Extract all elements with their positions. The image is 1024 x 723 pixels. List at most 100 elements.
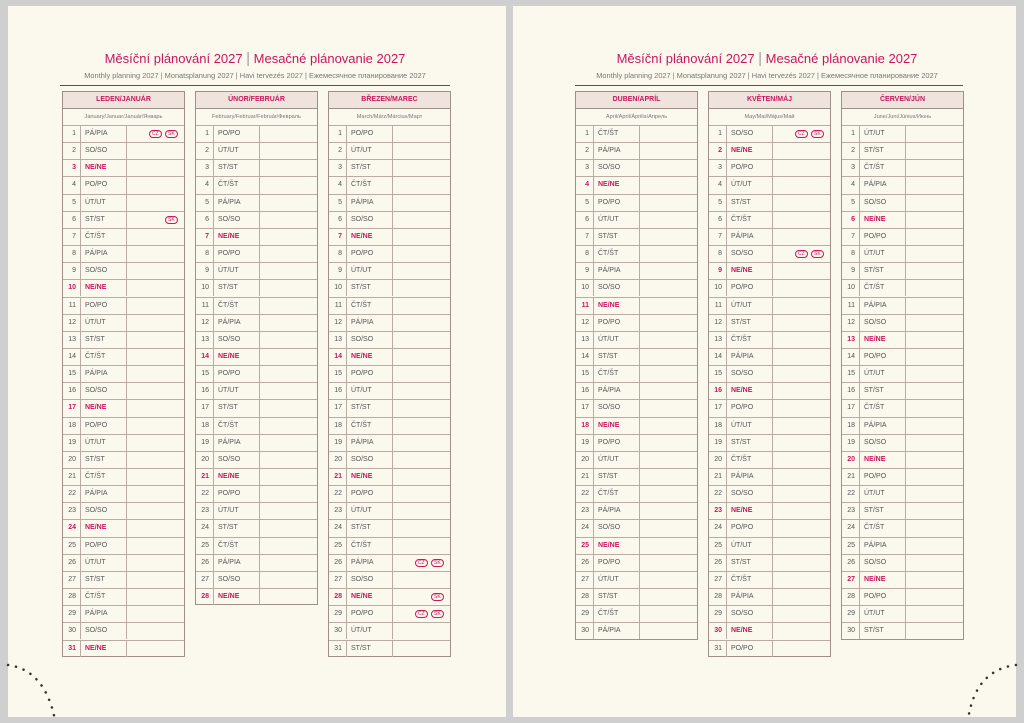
day-number: 13 <box>63 331 81 348</box>
day-row: 29 PÁ/PIA <box>63 605 184 623</box>
day-number: 26 <box>842 554 860 571</box>
day-row: 27 NE/NE <box>842 570 963 589</box>
day-name: ČT/ŠT <box>860 400 906 417</box>
day-name: ST/ST <box>860 143 906 160</box>
day-row: 24 SO/SO <box>576 519 697 537</box>
day-row: 25 ÚT/UT <box>709 536 830 554</box>
month-subtitle: January/Januar/Január/Январь <box>84 114 163 120</box>
holiday-badge: CZ <box>415 558 428 567</box>
day-number: 17 <box>709 400 727 417</box>
day-name: ČT/ŠT <box>347 417 393 434</box>
day-name: PÁ/PIA <box>594 623 640 640</box>
day-name: ÚT/UT <box>727 177 773 194</box>
page-subtitle: Monthly planning 2027 | Monatsplanung 20… <box>596 71 938 80</box>
day-number: 27 <box>709 571 727 589</box>
day-number: 2 <box>196 143 214 160</box>
title-rule <box>60 85 450 86</box>
day-number: 4 <box>63 177 81 194</box>
day-row: 3 SO/SO <box>576 159 697 177</box>
day-name: PO/PO <box>347 486 393 503</box>
day-row: 11 ČT/ŠT <box>329 296 450 314</box>
day-name: ÚT/UT <box>214 143 260 160</box>
day-name: PO/PO <box>347 366 393 383</box>
day-row: 17 ST/ST <box>329 399 450 417</box>
day-number: 17 <box>196 400 214 417</box>
day-number: 27 <box>329 571 347 589</box>
title-cz: Měsíční plánování 2027 <box>104 51 243 66</box>
day-number: 15 <box>576 366 594 383</box>
day-row: 7 NE/NE <box>329 227 450 246</box>
day-name: ČT/ŠT <box>860 520 906 537</box>
day-row: 14 ČT/ŠT <box>63 347 184 366</box>
day-name: ST/ST <box>347 640 393 657</box>
day-number: 24 <box>576 520 594 537</box>
day-name: NE/NE <box>727 263 773 280</box>
day-row: 21 ST/ST <box>576 468 697 486</box>
day-number: 5 <box>709 194 727 211</box>
day-name: ST/ST <box>347 400 393 417</box>
day-number: 21 <box>842 469 860 486</box>
day-name: NE/NE <box>214 589 260 606</box>
day-name: SO/SO <box>81 503 127 520</box>
day-row: 26 PÁ/PIA CZ SK <box>329 553 450 571</box>
day-name: ČT/ŠT <box>214 297 260 314</box>
day-number: 13 <box>576 331 594 348</box>
day-row: 18 ÚT/UT <box>709 416 830 434</box>
day-row: 22 PO/PO <box>196 485 317 503</box>
day-name: PO/PO <box>347 606 393 623</box>
day-number: 19 <box>576 434 594 451</box>
day-name: PÁ/PIA <box>81 126 127 143</box>
day-number: 10 <box>63 280 81 297</box>
day-row: 26 PÁ/PIA <box>196 553 317 571</box>
title-cz: Měsíční plánování 2027 <box>616 51 755 66</box>
day-number: 4 <box>709 177 727 194</box>
day-row: 3 ST/ST <box>329 159 450 177</box>
holiday-badge: SK <box>165 130 178 139</box>
day-name: PÁ/PIA <box>860 417 906 434</box>
day-name: NE/NE <box>860 331 906 348</box>
day-row: 17 ST/ST <box>196 399 317 417</box>
day-row: 13 SO/SO <box>196 330 317 348</box>
day-name: PÁ/PIA <box>594 383 640 400</box>
day-number: 30 <box>576 623 594 640</box>
day-row: 19 PÁ/PIA <box>196 433 317 451</box>
day-row: 24 PO/PO <box>709 519 830 537</box>
day-number: 28 <box>842 589 860 606</box>
month-subtitle: June/Juni/Június/Июнь <box>873 114 932 120</box>
day-row: 26 PO/PO <box>576 553 697 571</box>
day-number: 3 <box>329 160 347 177</box>
day-row: 28 ST/ST <box>576 588 697 606</box>
day-name: PO/PO <box>860 228 906 246</box>
day-number: 12 <box>709 314 727 331</box>
month-column: LEDEN/JANUÁR January/Januar/Január/Январь… <box>62 91 185 657</box>
day-name: ÚT/UT <box>214 383 260 400</box>
day-name: ČT/ŠT <box>81 469 127 486</box>
day-name: NE/NE <box>727 623 773 640</box>
day-number: 30 <box>329 623 347 640</box>
decoration <box>6 663 1018 722</box>
day-number: 2 <box>842 143 860 160</box>
day-name: ST/ST <box>81 211 127 228</box>
day-number: 12 <box>329 314 347 331</box>
day-name: ČT/ŠT <box>347 297 393 314</box>
day-number: 23 <box>576 503 594 520</box>
day-name: SO/SO <box>594 160 640 177</box>
day-number: 25 <box>709 537 727 554</box>
day-row: 30 ÚT/UT <box>329 622 450 640</box>
day-row: 29 SO/SO <box>709 605 830 623</box>
day-number: 26 <box>196 554 214 571</box>
day-row: 5 PO/PO <box>576 193 697 211</box>
day-row: 12 PÁ/PIA <box>196 313 317 331</box>
day-number: 22 <box>842 486 860 503</box>
day-number: 12 <box>842 314 860 331</box>
day-number: 26 <box>576 554 594 571</box>
day-row: 24 ST/ST <box>329 519 450 537</box>
day-number: 14 <box>842 348 860 366</box>
day-row: 7 NE/NE <box>196 227 317 246</box>
page-title: Měsíční plánování 2027 Mesačné plánovanie… <box>617 51 918 66</box>
day-name: PÁ/PIA <box>860 537 906 554</box>
day-name: PO/PO <box>214 486 260 503</box>
day-row: 1 ČT/ŠT <box>576 125 697 143</box>
day-row: 3 ČT/ŠT <box>842 159 963 177</box>
day-number: 9 <box>576 263 594 280</box>
